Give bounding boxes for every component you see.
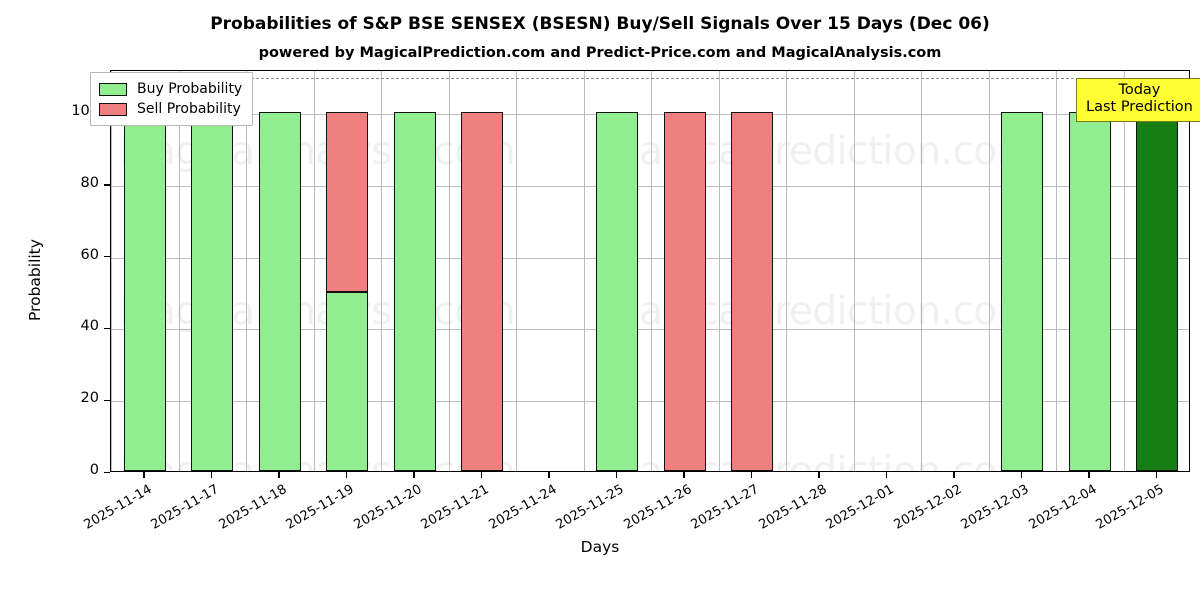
bar-group[interactable] [663, 71, 706, 471]
x-tick-mark [1088, 472, 1090, 478]
x-tick-mark [143, 472, 145, 478]
bar-group[interactable] [1068, 71, 1111, 471]
gridline-vertical [178, 71, 180, 471]
y-axis-label: Probability [26, 239, 44, 321]
gridline-horizontal [111, 401, 1189, 403]
today-annotation-line1: Today [1118, 82, 1161, 98]
bar-group[interactable] [258, 71, 301, 471]
legend-item-sell[interactable]: Sell Probability [99, 99, 242, 119]
y-tick-mark [104, 184, 110, 186]
gridline-vertical [651, 71, 652, 471]
legend-label-buy: Buy Probability [137, 81, 243, 97]
bar-group[interactable] [461, 71, 504, 471]
x-tick-mark [345, 472, 348, 478]
x-tick-mark [885, 472, 888, 478]
gridline-vertical [1056, 71, 1057, 471]
gridline-vertical [921, 71, 922, 471]
x-tick-mark [548, 472, 550, 478]
x-tick-mark [480, 472, 483, 478]
gridline-vertical [516, 71, 517, 471]
gridline-horizontal [111, 329, 1189, 331]
bar-segment-buy[interactable] [393, 112, 436, 471]
bar-segment-buy[interactable] [596, 112, 639, 471]
bar-segment-buy[interactable] [191, 112, 234, 471]
y-tick-label: 80 [80, 174, 99, 191]
legend-label-sell: Sell Probability [137, 101, 241, 117]
plot-inner: MagicalAnalysis.com MagicalPrediction.com… [111, 71, 1189, 471]
x-tick-mark [683, 472, 685, 478]
x-tick-mark [818, 472, 820, 478]
x-tick-mark [615, 472, 618, 478]
y-tick-label: 0 [89, 462, 99, 478]
gridline-vertical [583, 71, 585, 471]
bar-group[interactable] [731, 71, 774, 471]
x-tick-mark [210, 472, 213, 478]
gridline-vertical [1123, 71, 1125, 471]
bar-segment-buy[interactable] [1001, 112, 1044, 471]
x-tick-mark [750, 472, 753, 478]
bar-segment-buy[interactable] [1068, 112, 1111, 471]
bar-group[interactable] [596, 71, 639, 471]
bar-segment-sell[interactable] [663, 112, 706, 471]
today-annotation-line2: Last Prediction [1086, 99, 1193, 116]
bar-group[interactable] [393, 71, 436, 471]
gridline-vertical [988, 71, 990, 471]
x-tick-mark [278, 472, 280, 478]
x-tick-mark [953, 472, 955, 478]
x-tick-mark [1155, 472, 1158, 478]
y-tick-mark [104, 471, 110, 473]
gridline-vertical [111, 71, 112, 471]
bar-group[interactable] [123, 71, 166, 471]
reference-line [111, 78, 1189, 80]
bar-group[interactable] [326, 71, 369, 471]
gridline-horizontal [111, 257, 1189, 259]
x-tick-mark [1020, 472, 1023, 478]
plot-area: MagicalAnalysis.com MagicalPrediction.com… [110, 70, 1190, 472]
x-tick-mark [413, 472, 415, 478]
gridline-vertical [313, 71, 315, 471]
gridline-horizontal [111, 114, 1189, 116]
gridline-vertical [718, 71, 720, 471]
y-tick-label: 40 [80, 318, 99, 335]
y-tick-label: 60 [80, 246, 99, 263]
bar-segment-buy[interactable] [258, 112, 301, 471]
legend-swatch-buy-icon [99, 82, 127, 96]
bar-segment-sell[interactable] [326, 112, 369, 292]
y-tick-mark [104, 327, 110, 330]
gridline-vertical [448, 71, 450, 471]
bar-segment-sell[interactable] [461, 112, 504, 471]
gridline-horizontal [111, 185, 1189, 187]
bar-segment-buy[interactable] [123, 112, 166, 471]
chart-title: Probabilities of S&P BSE SENSEX (BSESN) … [210, 14, 990, 34]
y-tick-label: 20 [80, 390, 99, 407]
chart-subtitle: powered by MagicalPrediction.com and Pre… [258, 45, 942, 61]
bar-group[interactable] [191, 71, 234, 471]
x-axis-label: Days [580, 538, 620, 556]
bar-segment-buy[interactable] [326, 291, 369, 471]
today-annotation: Today Last Prediction [1076, 78, 1200, 123]
y-tick-mark [104, 256, 110, 258]
gridline-vertical [853, 71, 855, 471]
legend-swatch-sell-icon [99, 102, 127, 116]
bar-segment-today[interactable] [1136, 112, 1179, 471]
gridline-vertical [381, 71, 382, 471]
bar-group[interactable] [1136, 71, 1179, 471]
gridline-vertical [246, 71, 247, 471]
y-tick-mark [104, 399, 110, 401]
gridline-vertical [786, 71, 787, 471]
legend-item-buy[interactable]: Buy Probability [99, 79, 242, 99]
bar-group[interactable] [1001, 71, 1044, 471]
legend: Buy Probability Sell Probability [90, 72, 254, 126]
bar-segment-sell[interactable] [731, 112, 774, 471]
